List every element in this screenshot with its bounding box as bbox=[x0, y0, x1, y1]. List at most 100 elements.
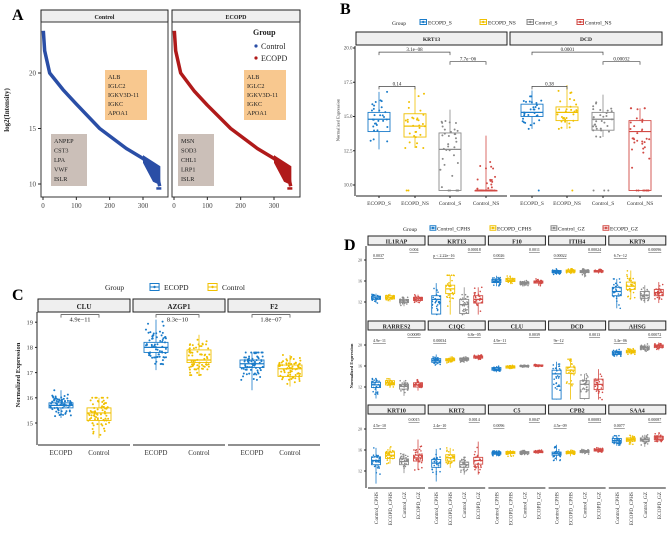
data-point bbox=[420, 461, 423, 464]
p-value-label: 0.0013 bbox=[589, 332, 600, 337]
data-point bbox=[260, 360, 263, 363]
data-point bbox=[164, 356, 167, 359]
data-point bbox=[618, 348, 620, 351]
data-point bbox=[404, 465, 407, 468]
data-point bbox=[374, 460, 377, 463]
gene-label: APOA1 bbox=[247, 110, 267, 117]
data-point bbox=[661, 283, 664, 286]
data-point bbox=[389, 446, 392, 448]
data-point bbox=[196, 338, 199, 341]
data-point bbox=[479, 464, 482, 467]
data-point bbox=[187, 354, 190, 357]
data-point bbox=[103, 427, 106, 430]
data-point bbox=[568, 382, 570, 385]
data-point bbox=[619, 355, 622, 357]
data-point bbox=[607, 189, 610, 192]
data-point bbox=[601, 398, 603, 401]
data-point bbox=[446, 305, 449, 307]
data-point bbox=[437, 301, 440, 304]
data-point bbox=[99, 413, 102, 416]
data-point bbox=[595, 120, 598, 123]
plot-area bbox=[171, 21, 301, 198]
intensity-curve-tail bbox=[143, 155, 161, 186]
data-point bbox=[552, 367, 554, 370]
data-point bbox=[252, 373, 255, 376]
data-point bbox=[198, 345, 201, 348]
data-point bbox=[296, 372, 299, 375]
y-tick-label: 12 bbox=[358, 469, 362, 474]
p-value-label: 0.0096 bbox=[493, 423, 504, 428]
data-point bbox=[101, 424, 104, 427]
data-point bbox=[373, 114, 376, 117]
data-point bbox=[92, 414, 95, 417]
data-point bbox=[636, 139, 639, 142]
gene-label: CST3 bbox=[54, 148, 68, 155]
x-tick-label: Control_GZ bbox=[583, 492, 589, 518]
data-point bbox=[294, 377, 297, 380]
facet-title: ECOPD bbox=[226, 15, 248, 21]
data-point bbox=[658, 432, 661, 434]
y-tick-label: 15 bbox=[29, 125, 37, 133]
data-point bbox=[439, 470, 441, 473]
data-point bbox=[454, 121, 457, 124]
data-point bbox=[610, 110, 613, 113]
data-point bbox=[399, 384, 402, 387]
data-point bbox=[242, 375, 245, 378]
data-point bbox=[627, 295, 630, 298]
p-value-label: 0.0001 bbox=[561, 48, 575, 53]
data-point bbox=[189, 351, 192, 354]
data-point bbox=[641, 120, 644, 123]
data-point bbox=[188, 366, 191, 369]
data-point bbox=[660, 298, 663, 300]
data-point bbox=[259, 369, 262, 372]
data-point bbox=[613, 434, 616, 437]
facet-itih4 bbox=[548, 235, 607, 278]
p-value-label: 7.7e−06 bbox=[460, 58, 477, 63]
facet-title: KRT13 bbox=[423, 37, 440, 43]
significance-bracket bbox=[155, 314, 200, 318]
data-point bbox=[69, 414, 72, 417]
data-point bbox=[377, 119, 380, 122]
data-point bbox=[532, 106, 535, 109]
data-point bbox=[464, 459, 466, 462]
facet-title: CPB2 bbox=[570, 409, 585, 415]
data-point bbox=[594, 380, 596, 382]
data-point bbox=[149, 354, 152, 357]
data-point bbox=[476, 178, 479, 181]
x-tick-label: 300 bbox=[269, 202, 280, 210]
data-point bbox=[466, 468, 469, 471]
data-point bbox=[555, 382, 558, 384]
data-point bbox=[654, 298, 656, 300]
data-point bbox=[406, 296, 409, 299]
data-point bbox=[570, 380, 573, 382]
data-point bbox=[261, 355, 264, 358]
data-point bbox=[573, 373, 575, 376]
data-point bbox=[446, 274, 449, 277]
data-point bbox=[207, 363, 210, 366]
data-point bbox=[640, 288, 643, 291]
p-value-label: 0.0077 bbox=[614, 423, 625, 428]
data-point bbox=[287, 371, 290, 374]
data-point bbox=[421, 466, 423, 469]
data-point bbox=[453, 274, 455, 277]
data-point bbox=[479, 468, 481, 471]
data-point bbox=[464, 309, 467, 312]
data-point bbox=[452, 154, 455, 157]
data-point bbox=[418, 301, 421, 304]
data-point bbox=[413, 301, 416, 304]
data-point bbox=[555, 375, 557, 378]
data-point bbox=[386, 126, 389, 129]
data-point bbox=[244, 351, 247, 354]
data-point bbox=[144, 328, 147, 331]
data-point bbox=[629, 434, 631, 437]
data-point bbox=[382, 115, 385, 118]
data-point bbox=[292, 357, 295, 360]
data-point bbox=[401, 302, 404, 305]
data-point bbox=[462, 310, 464, 312]
data-point bbox=[413, 294, 416, 296]
y-axis-label: Normalized Expression bbox=[349, 343, 354, 388]
data-point bbox=[570, 449, 572, 451]
facet-strip bbox=[487, 235, 546, 246]
data-point bbox=[449, 458, 452, 460]
data-point bbox=[405, 456, 407, 459]
